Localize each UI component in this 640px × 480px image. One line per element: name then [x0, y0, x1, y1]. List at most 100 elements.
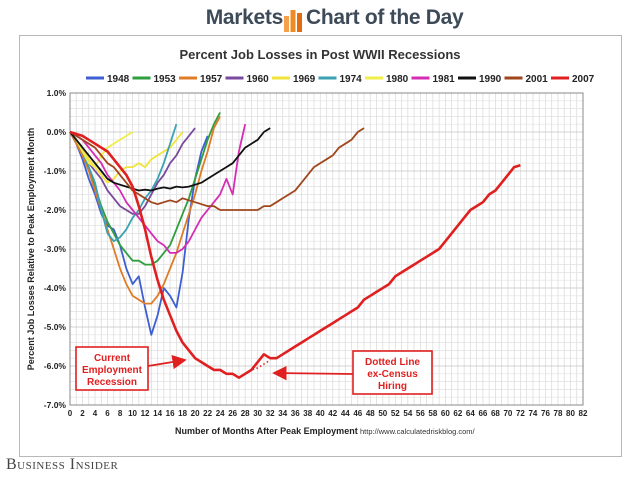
series-line-1990: [69, 127, 271, 192]
x-tick-label: 60: [441, 409, 450, 418]
series-line-1969: [69, 131, 184, 184]
y-tick-label: -1.0%: [44, 166, 67, 176]
x-tick-label: 42: [328, 409, 337, 418]
x-tick-label: 80: [566, 409, 575, 418]
chart-title: Percent Job Losses in Post WWII Recessio…: [179, 47, 460, 62]
x-tick-label: 22: [203, 409, 212, 418]
x-tick-label: 50: [378, 409, 387, 418]
series-line-1948: [69, 131, 209, 336]
annotation-dotted-line-border: [352, 350, 433, 395]
legend-label-1969: 1969: [293, 74, 316, 85]
x-tick-label: 12: [141, 409, 150, 418]
series-line-1981: [69, 123, 247, 254]
x-tick-label: 58: [428, 409, 437, 418]
legend-label-1948: 1948: [107, 74, 130, 85]
legend-label-2007: 2007: [572, 74, 595, 85]
legend: 1948 1953 1957 1960 1969 1974 1980 1981 1990 2001…: [86, 74, 595, 85]
annotation-current-recession-border: [75, 346, 149, 391]
plot-border: [69, 92, 584, 406]
x-tick-label: 78: [554, 409, 563, 418]
footer-brand: Business Insider: [6, 456, 119, 473]
legend-label-2001: 2001: [526, 74, 549, 85]
legend-label-1974: 1974: [340, 74, 363, 85]
x-tick-label: 70: [503, 409, 512, 418]
x-tick-label: 74: [528, 409, 537, 418]
x-tick-label: 44: [341, 409, 350, 418]
x-tick-label: 38: [303, 409, 312, 418]
x-tick-label: 20: [191, 409, 200, 418]
x-tick-label: 26: [228, 409, 237, 418]
legend-label-1980: 1980: [386, 74, 409, 85]
x-tick-label: 72: [516, 409, 525, 418]
series-line-1974: [69, 123, 178, 243]
legend-label-1960: 1960: [247, 74, 270, 85]
x-tick-label: 16: [166, 409, 175, 418]
x-tick-label: 34: [278, 409, 287, 418]
x-tick-label: 36: [291, 409, 300, 418]
x-tick-label: 56: [416, 409, 425, 418]
x-tick-label: 14: [153, 409, 162, 418]
chart-header: Markets Chart of the Day: [0, 0, 640, 40]
annotation-dotted-line-line: Dotted Line: [365, 357, 420, 368]
legend-label-1990: 1990: [479, 74, 502, 85]
y-tick-label: -2.0%: [44, 205, 67, 215]
x-tick-label: 48: [366, 409, 375, 418]
x-tick-label: 6: [105, 409, 110, 418]
x-tick-label: 82: [579, 409, 588, 418]
y-tick-label: -3.0%: [44, 244, 67, 254]
series-line-2007: [69, 130, 521, 379]
x-tick-label: 2: [80, 409, 85, 418]
x-tick-label: 8: [118, 409, 123, 418]
source-label: http://www.calculatedriskblog.com/: [360, 427, 476, 436]
legend-label-1957: 1957: [200, 74, 223, 85]
x-tick-label: 32: [266, 409, 275, 418]
annotation-current-recession-line: Employment: [82, 365, 143, 376]
series-lines: [69, 112, 521, 379]
x-tick-label: 62: [453, 409, 462, 418]
y-ticks: 1.0% 0.0% -1.0% -2.0% -3.0% -4.0% -5.0% -6.0% -7…: [44, 88, 67, 410]
annotation-dotted-line-line: Hiring: [378, 381, 407, 392]
chart: Percent Job Losses in Post WWII Recessio…: [26, 47, 595, 436]
y-tick-label: 1.0%: [47, 88, 67, 98]
x-tick-label: 18: [178, 409, 187, 418]
x-tick-label: 4: [93, 409, 98, 418]
header-chart-of-the-day: Chart of the Day: [306, 6, 464, 29]
x-axis-label: Number of Months After Peak Employment: [175, 426, 358, 436]
series-line-1960: [69, 127, 196, 215]
annotation-current-recession-line: Current: [94, 353, 131, 364]
y-tick-label: 0.0%: [47, 127, 67, 137]
series-line-2001: [69, 127, 365, 211]
legend-label-1981: 1981: [433, 74, 456, 85]
y-tick-label: -5.0%: [44, 322, 67, 332]
x-tick-label: 52: [391, 409, 400, 418]
arrow-current: [147, 354, 187, 370]
x-ticks: 0 2 4 6 8 10 12 14 16 18 20 22 24 26 28 30 32 34 36 38 40 42 4…: [68, 409, 588, 418]
x-tick-label: 0: [68, 409, 73, 418]
x-tick-label: 66: [478, 409, 487, 418]
x-tick-label: 46: [353, 409, 362, 418]
header-markets: Markets: [205, 6, 284, 29]
annotation-dotted-line-line: ex-Census: [367, 369, 418, 380]
x-tick-label: 28: [241, 409, 250, 418]
x-tick-label: 24: [216, 409, 225, 418]
x-tick-label: 30: [253, 409, 262, 418]
x-tick-label: 54: [403, 409, 412, 418]
x-tick-label: 10: [128, 409, 137, 418]
y-tick-label: -4.0%: [44, 283, 67, 293]
series-line-1957: [69, 115, 221, 305]
x-tick-label: 76: [541, 409, 550, 418]
y-axis-label: Percent Job Losses Relative to Peak Empl…: [26, 128, 36, 371]
annotation-current-recession-line: Recession: [87, 377, 137, 388]
legend-label-1953: 1953: [154, 74, 177, 85]
bar-chart-logo-icon: [284, 10, 302, 32]
y-tick-label: -7.0%: [44, 400, 67, 410]
x-tick-label: 40: [316, 409, 325, 418]
y-tick-label: -6.0%: [44, 361, 67, 371]
arrow-dotted: [272, 365, 354, 381]
series-line-ex-census: [238, 359, 271, 379]
x-tick-label: 64: [466, 409, 475, 418]
chart-frame: Percent Job Losses in Post WWII Recessio…: [19, 35, 622, 457]
